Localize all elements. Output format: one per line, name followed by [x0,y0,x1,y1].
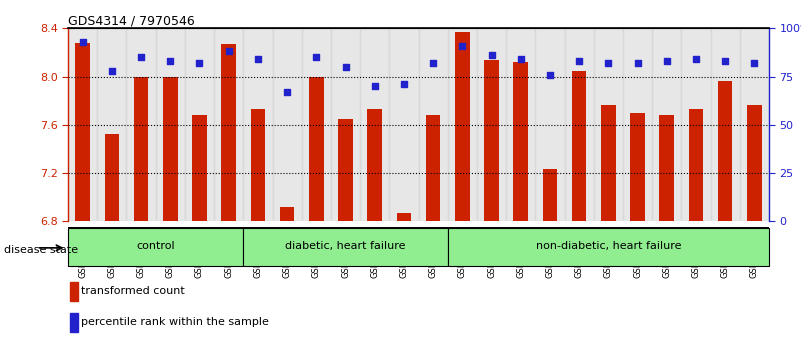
Bar [542,170,557,221]
Bar [682,28,710,221]
Point [602,60,614,66]
Bar [272,28,302,221]
Point [368,84,381,89]
Bar [396,213,411,221]
FancyBboxPatch shape [448,228,769,266]
Text: diabetic, heart failure: diabetic, heart failure [285,241,406,251]
Text: control: control [136,241,175,251]
Bar [477,28,506,221]
Point [76,39,89,45]
Point [135,55,147,60]
Point [280,89,293,95]
Text: disease state: disease state [4,245,78,255]
Bar [280,207,295,221]
Bar [747,105,762,221]
Point [660,58,673,64]
Bar [623,28,652,221]
Bar [360,28,389,221]
Bar [448,28,477,221]
Point [573,58,586,64]
Point [427,60,440,66]
Text: GDS4314 / 7970546: GDS4314 / 7970546 [68,14,195,27]
Bar [251,109,265,221]
Point [485,52,498,58]
Bar [105,135,119,221]
Bar [718,81,732,221]
Bar [368,109,382,221]
Bar [506,28,535,221]
Text: percentile rank within the sample: percentile rank within the sample [82,317,269,327]
Point [339,64,352,70]
Point [631,60,644,66]
Bar [389,28,418,221]
Bar [163,76,178,221]
Bar [155,28,185,221]
Bar [75,43,90,221]
Bar [565,28,594,221]
Bar [689,109,703,221]
Bar [594,28,623,221]
Point [310,55,323,60]
Bar [652,28,682,221]
Bar [221,44,236,221]
Bar [302,28,331,221]
Bar [244,28,272,221]
Point [690,56,702,62]
Bar [214,28,244,221]
Text: non-diabetic, heart failure: non-diabetic, heart failure [536,241,681,251]
Point [164,58,177,64]
Bar [418,28,448,221]
Bar [68,28,97,221]
Bar [659,115,674,221]
Bar [426,115,441,221]
Bar [710,28,740,221]
Bar [70,282,78,301]
Bar [134,76,148,221]
Bar [185,28,214,221]
Bar [127,28,155,221]
Bar [331,28,360,221]
Point [544,72,557,78]
Point [456,43,469,48]
Bar [455,32,469,221]
Bar [740,28,769,221]
Point [106,68,119,74]
Bar [97,28,127,221]
Point [397,81,410,87]
Text: transformed count: transformed count [82,286,185,296]
Bar [601,105,616,221]
Point [748,60,761,66]
Point [514,56,527,62]
Bar [485,60,499,221]
Bar [535,28,565,221]
Bar [70,313,78,332]
Point [252,56,264,62]
FancyBboxPatch shape [68,228,244,266]
Point [223,48,235,54]
Bar [192,115,207,221]
Bar [309,76,324,221]
FancyBboxPatch shape [244,228,448,266]
Bar [338,119,352,221]
Bar [513,62,528,221]
Bar [630,113,645,221]
Point [718,58,731,64]
Point [193,60,206,66]
Bar [572,70,586,221]
